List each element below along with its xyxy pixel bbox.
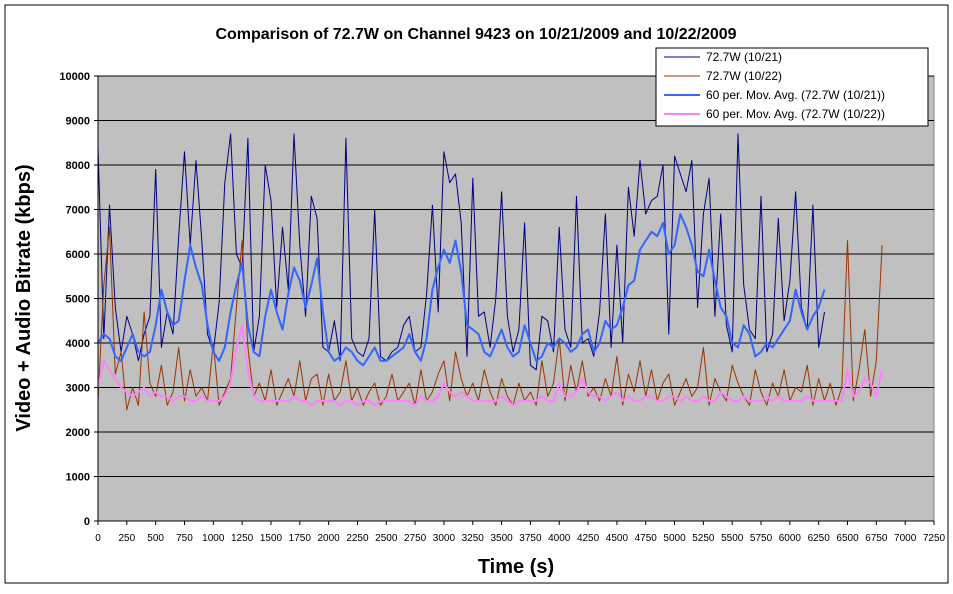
series-line-4 [97, 324, 884, 407]
x-tick-label: 3750 [519, 533, 542, 544]
x-tick-label: 1250 [231, 533, 254, 544]
legend-box [655, 47, 929, 127]
axes: 0100020003000400050006000700080009000100… [59, 71, 945, 544]
series-line-2 [97, 226, 883, 411]
chart-title: Comparison of 72.7W on Channel 9423 on 1… [215, 26, 736, 43]
y-tick-label: 0 [84, 516, 90, 528]
x-tick-label: 250 [118, 533, 135, 544]
y-tick-label: 2000 [66, 427, 90, 439]
x-tick-label: 5250 [692, 533, 715, 544]
x-tick-label: 3250 [462, 533, 485, 544]
x-tick-label: 2250 [346, 533, 369, 544]
y-tick-label: 10000 [59, 71, 90, 83]
x-tick-label: 4750 [635, 533, 658, 544]
x-tick-label: 2500 [375, 533, 398, 544]
x-tick-label: 6500 [836, 533, 859, 544]
y-tick-label: 4000 [66, 338, 90, 350]
series-line-3 [97, 213, 826, 367]
x-tick-label: 0 [95, 533, 101, 544]
y-tick-label: 7000 [66, 205, 90, 217]
legend-label-1: 72.7W (10/21) [706, 50, 782, 64]
x-tick-label: 3000 [433, 533, 456, 544]
x-tick-label: 1500 [260, 533, 283, 544]
x-tick-label: 1750 [289, 533, 312, 544]
y-tick-label: 5000 [66, 294, 90, 306]
legend-label-3: 60 per. Mov. Avg. (72.7W (10/21)) [706, 88, 885, 102]
x-tick-label: 6750 [865, 533, 888, 544]
x-tick-label: 3500 [490, 533, 513, 544]
x-axis-title: Time (s) [478, 556, 554, 578]
y-tick-label: 1000 [66, 472, 90, 484]
x-tick-label: 2750 [404, 533, 427, 544]
y-axis-title: Video + Audio Bitrate (kbps) [13, 164, 35, 431]
x-tick-label: 5000 [663, 533, 686, 544]
legend-label-4: 60 per. Mov. Avg. (72.7W (10/22)) [706, 107, 885, 121]
y-tick-label: 6000 [66, 249, 90, 261]
x-tick-label: 4500 [606, 533, 629, 544]
x-tick-label: 5500 [721, 533, 744, 544]
x-tick-label: 6250 [808, 533, 831, 544]
y-tick-label: 8000 [66, 160, 90, 172]
x-tick-label: 2000 [317, 533, 340, 544]
series-line-1 [97, 133, 825, 371]
x-tick-label: 4000 [548, 533, 571, 544]
x-tick-label: 7250 [923, 533, 946, 544]
legend: 72.7W (10/21) 72.7W (10/22) 60 per. Mov. A… [655, 47, 929, 127]
x-tick-label: 1000 [202, 533, 225, 544]
x-tick-label: 6000 [779, 533, 802, 544]
x-tick-label: 4250 [577, 533, 600, 544]
x-tick-label: 750 [176, 533, 193, 544]
legend-label-2: 72.7W (10/22) [706, 69, 782, 83]
y-tick-label: 3000 [66, 383, 90, 395]
x-tick-label: 500 [147, 533, 164, 544]
series-layer [97, 133, 884, 411]
y-tick-label: 9000 [66, 116, 90, 128]
x-tick-label: 7000 [894, 533, 917, 544]
x-tick-label: 5750 [750, 533, 773, 544]
